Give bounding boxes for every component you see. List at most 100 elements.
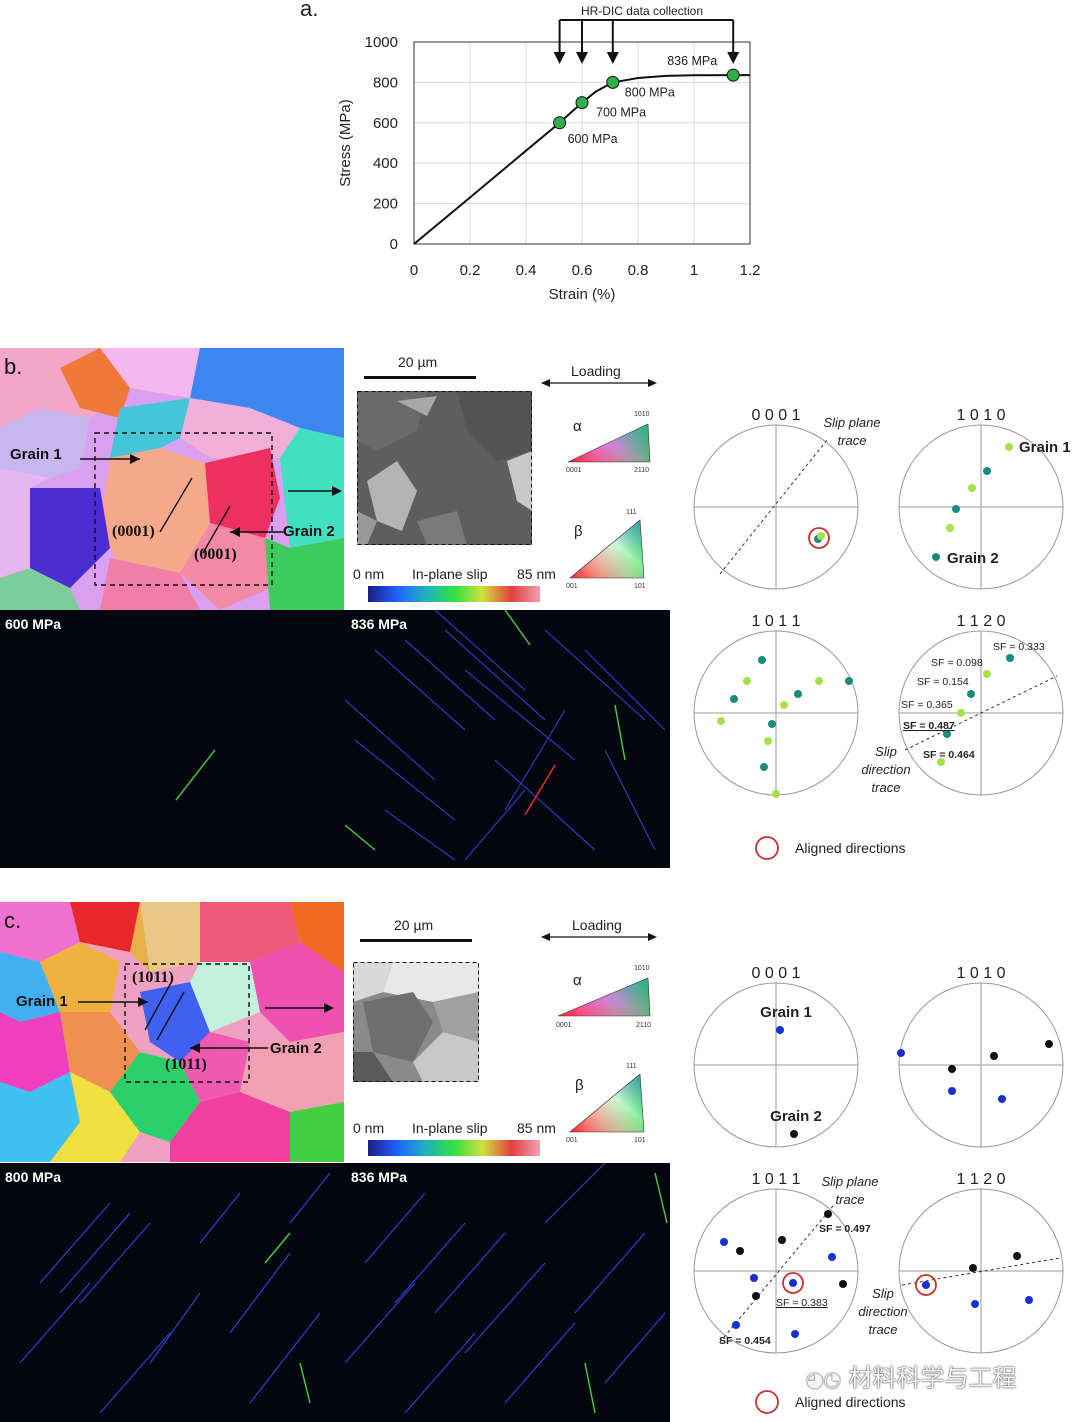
marker-label: 836 MPa <box>667 54 717 68</box>
ebsd-map-c <box>0 902 344 1162</box>
pf-title-1011-c: 1 0 1 1 <box>752 1171 801 1188</box>
sf-c-0: SF = 0.497 <box>819 1223 871 1235</box>
data-marker <box>606 75 620 89</box>
ipf-tick-c-a3: 1010 <box>634 965 650 972</box>
pole-figures-b: 0 0 0 1 1 0 1 0 1 0 1 1 1 1 2 0 Slip pla… <box>693 407 1071 860</box>
slip-dir-trace-c-3: trace <box>869 1322 898 1337</box>
marker-label: 800 MPa <box>625 85 675 99</box>
aligned-legend-c: Aligned directions <box>795 1394 906 1410</box>
y-tick-label: 1000 <box>365 34 398 51</box>
ebsd-map-b <box>0 348 344 610</box>
pf-grain2-b: Grain 2 <box>947 550 999 567</box>
slip-plane-trace-b-2: trace <box>838 433 867 448</box>
collection-arrowhead <box>553 52 566 64</box>
ipf-triangle-beta-c: 001 101 111 <box>566 1063 646 1144</box>
wechat-icon: ◕◔ <box>806 1367 841 1391</box>
ipf-triangle-alpha-b: 0001 2110 1010 <box>566 411 651 474</box>
ipf-tick-c-a2: 2110 <box>636 1022 651 1029</box>
slip-dir-trace-c-1: Slip <box>872 1286 894 1301</box>
pf-grain1-c: Grain 1 <box>760 1004 812 1021</box>
x-tick-label: 0 <box>410 262 418 279</box>
pf-grain1-b: Grain 1 <box>1019 439 1071 456</box>
ipf-triangle-alpha-c: 0001 2110 1010 <box>556 965 651 1029</box>
ipf-tick-c-b2: 101 <box>634 1137 646 1144</box>
data-marker <box>575 96 589 110</box>
data-marker <box>726 68 740 82</box>
pf-title-0001-b: 0 0 0 1 <box>752 407 801 424</box>
sf-b-0: SF = 0.333 <box>993 641 1045 653</box>
y-tick-label: 600 <box>373 115 398 132</box>
scale-text-b: 20 µm <box>398 354 438 370</box>
collection-arrowhead <box>576 52 588 64</box>
sf-b-3: SF = 0.365 <box>901 699 953 711</box>
beta-label-c: β <box>575 1077 584 1094</box>
y-tick-label: 400 <box>373 155 398 172</box>
plane2-label-c: (1011) <box>165 1056 207 1073</box>
sem-image-b <box>357 391 532 545</box>
scale-text-c: 20 µm <box>394 917 434 933</box>
slip-plane-trace-b-1: Slip plane <box>823 415 880 430</box>
slip-dir-trace-b-3: trace <box>872 780 901 795</box>
marker-label: 700 MPa <box>596 106 646 120</box>
grain1-label-c: Grain 1 <box>16 993 68 1010</box>
slip-min-c: 0 nm <box>353 1120 385 1136</box>
ipf-tick-b2: 101 <box>634 583 646 590</box>
ipf-tick-b3: 111 <box>626 509 637 516</box>
scale-bar-c <box>360 939 472 942</box>
grain1-label-b: Grain 1 <box>10 446 62 463</box>
collection-arrowhead <box>606 52 619 64</box>
loading-label-b: Loading <box>571 363 621 379</box>
slip-plane-trace-c-2: trace <box>836 1192 865 1207</box>
pf-title-1010-b: 1 0 1 0 <box>957 407 1006 424</box>
sf-b-4: SF = 0.487 <box>903 720 955 732</box>
x-tick-label: 0.6 <box>572 262 593 279</box>
slip-title-b: In-plane slip <box>412 566 488 582</box>
watermark: ◕◔ 材料科学与工程 <box>806 1358 1017 1393</box>
aligned-legend-b: Aligned directions <box>795 840 906 856</box>
collection-arrowhead <box>727 52 740 64</box>
loading-label-c: Loading <box>572 917 622 933</box>
y-tick-label: 200 <box>373 196 398 213</box>
marker-label: 600 MPa <box>568 132 618 146</box>
plane1-label-c: (1011) <box>132 969 174 986</box>
y-tick-label: 800 <box>373 74 398 91</box>
dic-label-800: 800 MPa <box>5 1169 62 1185</box>
pf-grain2-c: Grain 2 <box>770 1108 822 1125</box>
pole-figures-c: 0 0 0 1 1 0 1 0 1 0 1 1 1 1 2 0 Grain 1 … <box>693 965 1064 1414</box>
ipf-tick-c-b1: 001 <box>566 1137 578 1144</box>
dic-label-836-b: 836 MPa <box>351 616 408 632</box>
x-tick-label: 1.2 <box>740 262 761 279</box>
panel-a-label: a. <box>300 0 319 21</box>
slip-min-b: 0 nm <box>353 566 385 582</box>
slip-colorbar-b <box>368 586 540 602</box>
sf-b-2: SF = 0.154 <box>917 676 969 688</box>
plane2-label-b: (0001) <box>194 546 237 563</box>
panel-c-label: c. <box>4 908 22 933</box>
ipf-tick-b1: 001 <box>566 583 578 590</box>
x-tick-label: 0.8 <box>628 262 649 279</box>
slip-plane-trace-c-1: Slip plane <box>821 1174 878 1189</box>
panel-b-label: b. <box>4 354 23 379</box>
grain2-label-c: Grain 2 <box>270 1040 322 1057</box>
alpha-label-b: α <box>573 418 582 435</box>
x-axis-label: Strain (%) <box>549 286 616 303</box>
ipf-tick-a2: 2110 <box>634 467 649 474</box>
stress-strain-curve <box>413 74 750 245</box>
y-axis-label: Stress (MPa) <box>337 99 354 187</box>
slip-dir-trace-b-1: Slip <box>875 744 897 759</box>
pf-title-1120-c: 1 1 2 0 <box>957 1171 1006 1188</box>
dic-map-836-c <box>345 1163 670 1422</box>
pf-title-1120-b: 1 1 2 0 <box>957 613 1006 630</box>
y-tick-label: 0 <box>390 236 398 253</box>
plane1-label-b: (0001) <box>112 523 155 540</box>
ipf-tick-c-a1: 0001 <box>556 1022 572 1029</box>
pf-title-1010-c: 1 0 1 0 <box>957 965 1006 982</box>
chart-banner: HR-DIC data collection <box>581 4 703 18</box>
stress-strain-chart: 0 0.2 0.4 0.6 0.8 1 1.2 0 200 400 600 800 1000 600 M… <box>337 4 761 303</box>
dic-map-836-b <box>345 610 670 868</box>
sf-b-5: SF = 0.464 <box>923 749 975 761</box>
slip-title-c: In-plane slip <box>412 1120 488 1136</box>
slip-max-b: 85 nm <box>517 566 556 582</box>
pf-title-1011-b: 1 0 1 1 <box>752 613 801 630</box>
beta-label-b: β <box>574 523 583 540</box>
